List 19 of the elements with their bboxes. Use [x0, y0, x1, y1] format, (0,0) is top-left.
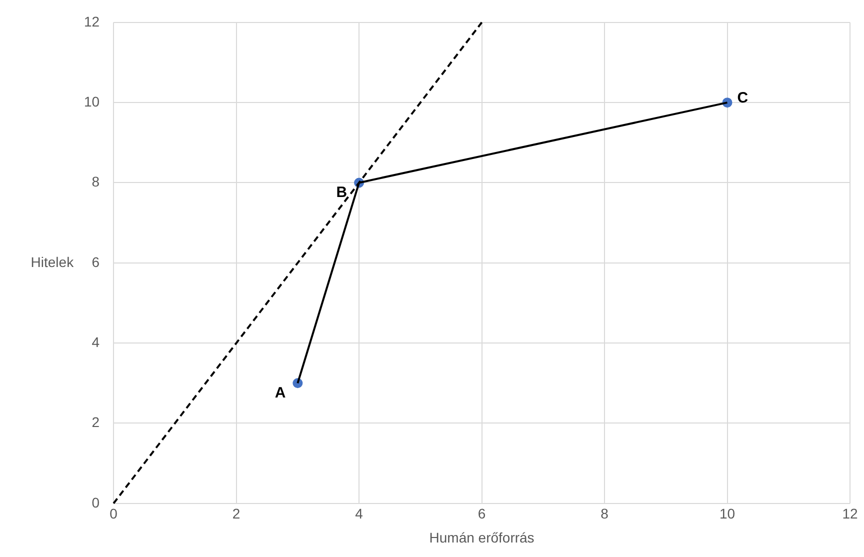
y-axis-title: Hitelek — [30, 254, 75, 270]
x-tick-label: 4 — [355, 506, 364, 522]
y-tick-label: 12 — [84, 13, 100, 30]
x-tick-label: 2 — [232, 506, 240, 522]
annotation: A — [274, 384, 286, 402]
y-tick-label: 10 — [84, 93, 100, 110]
y-tick-label: 2 — [92, 414, 100, 430]
y-tick-label: 6 — [92, 254, 100, 270]
x-tick-label: 6 — [478, 506, 486, 522]
y-tick-label: 0 — [92, 494, 100, 510]
annotation: B — [336, 184, 348, 201]
y-tick-label: 8 — [92, 174, 100, 190]
x-tick-label: 10 — [719, 506, 736, 522]
x-tick-label: 0 — [110, 506, 118, 522]
x-axis-title: Humán erőforrás — [429, 529, 534, 546]
x-tick-label: 8 — [600, 506, 609, 522]
y-tick-label: 4 — [92, 334, 100, 350]
x-tick-label: 12 — [842, 506, 858, 522]
annotation: C — [737, 90, 748, 107]
